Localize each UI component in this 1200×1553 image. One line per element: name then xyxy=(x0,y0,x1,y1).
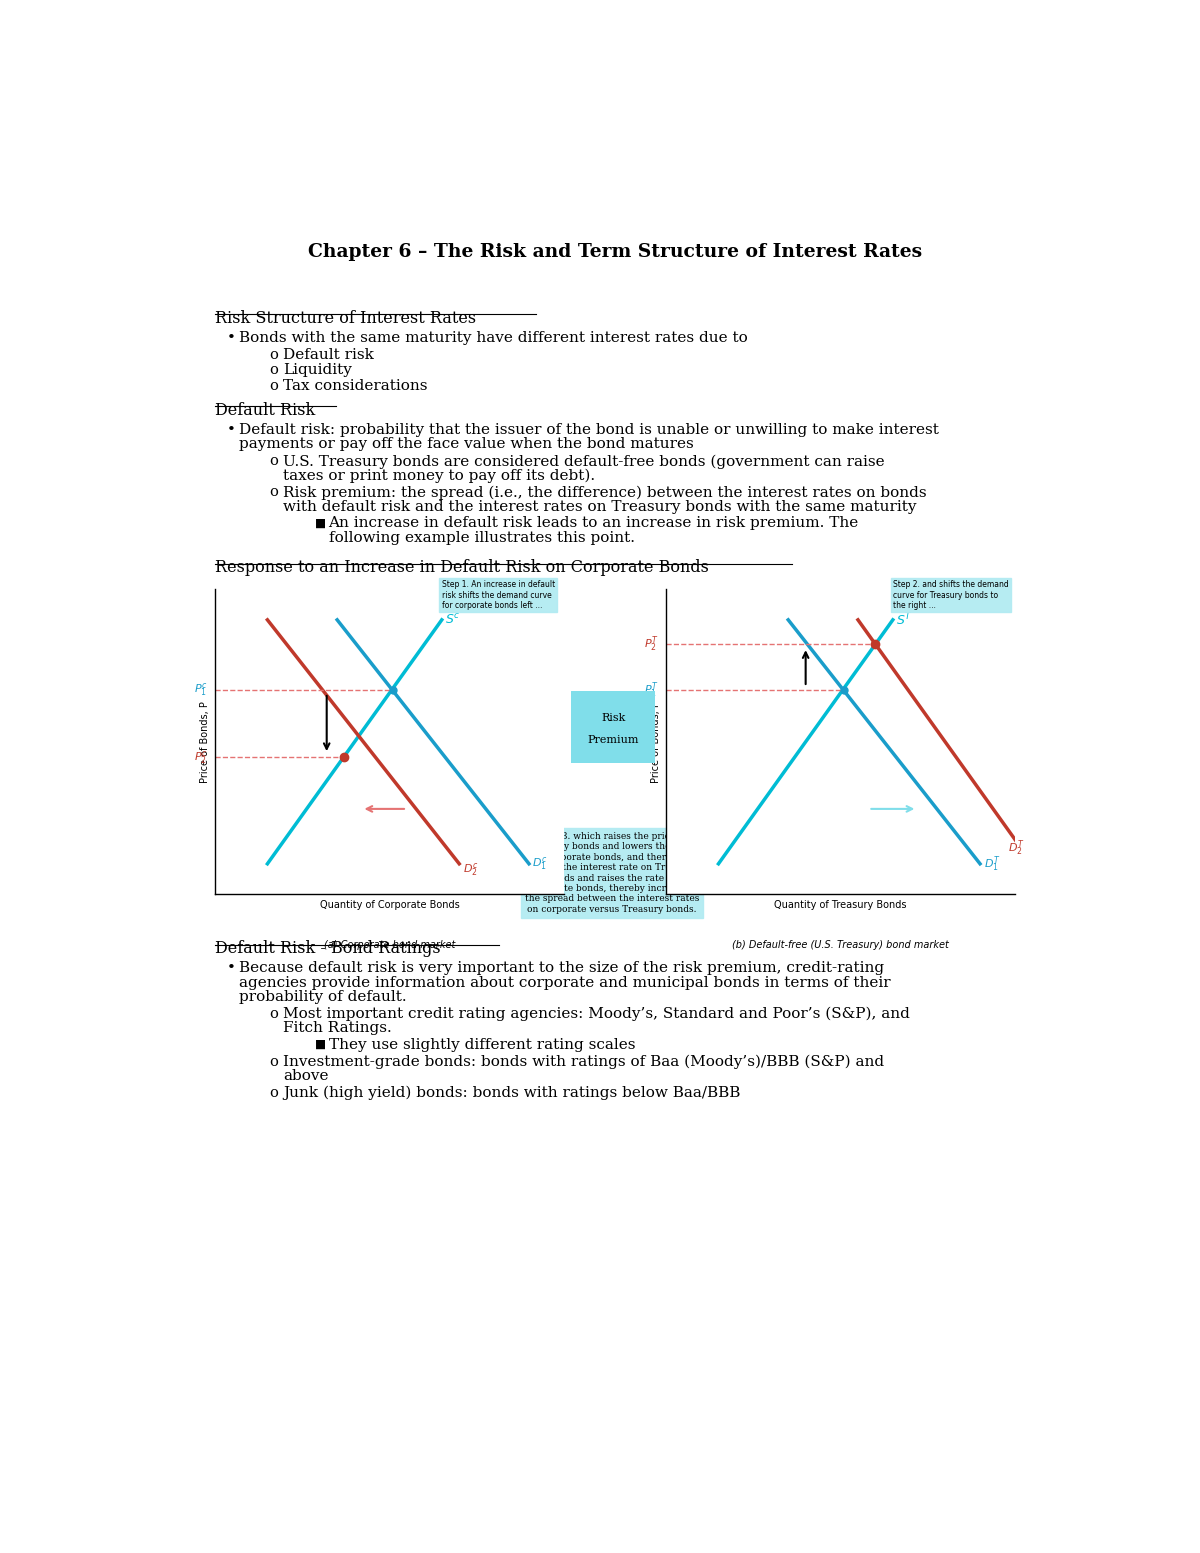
Text: Step 3. which raises the price of
Treasury bonds and lowers the price
of corpora: Step 3. which raises the price of Treasu… xyxy=(526,832,700,913)
Text: Response to an Increase in Default Risk on Corporate Bonds: Response to an Increase in Default Risk … xyxy=(215,559,709,576)
Text: o: o xyxy=(269,1006,278,1020)
Text: Default risk: Default risk xyxy=(283,348,374,362)
Text: Default Risk: Default Risk xyxy=(215,402,316,419)
Text: agencies provide information about corporate and municipal bonds in terms of the: agencies provide information about corpo… xyxy=(239,975,890,989)
Text: probability of default.: probability of default. xyxy=(239,989,407,1003)
Text: taxes or print money to pay off its debt).: taxes or print money to pay off its debt… xyxy=(283,469,595,483)
Text: U.S. Treasury bonds are considered default-free bonds (government can raise: U.S. Treasury bonds are considered defau… xyxy=(283,453,884,469)
Text: o: o xyxy=(269,1086,278,1100)
Text: o: o xyxy=(269,348,278,362)
Text: Liquidity: Liquidity xyxy=(283,363,352,377)
Text: •: • xyxy=(227,961,235,975)
Text: ■: ■ xyxy=(314,517,325,530)
Text: o: o xyxy=(269,379,278,393)
Text: •: • xyxy=(227,331,235,345)
Text: Chapter 6 – The Risk and Term Structure of Interest Rates: Chapter 6 – The Risk and Term Structure … xyxy=(308,242,922,261)
Text: o: o xyxy=(269,1054,278,1068)
Text: Fitch Ratings.: Fitch Ratings. xyxy=(283,1020,391,1034)
Text: above: above xyxy=(283,1068,329,1082)
Text: An increase in default risk leads to an increase in risk premium. The: An increase in default risk leads to an … xyxy=(329,517,859,531)
Text: following example illustrates this point.: following example illustrates this point… xyxy=(329,531,635,545)
Text: Risk premium: the spread (i.e., the difference) between the interest rates on bo: Risk premium: the spread (i.e., the diff… xyxy=(283,485,926,500)
Text: Most important credit rating agencies: Moody’s, Standard and Poor’s (S&P), and: Most important credit rating agencies: M… xyxy=(283,1006,910,1020)
Text: payments or pay off the face value when the bond matures: payments or pay off the face value when … xyxy=(239,438,694,452)
Text: o: o xyxy=(269,453,278,467)
Text: ■: ■ xyxy=(314,1037,325,1051)
Text: Default Risk - Bond Ratings: Default Risk - Bond Ratings xyxy=(215,940,440,957)
Text: Risk Structure of Interest Rates: Risk Structure of Interest Rates xyxy=(215,309,476,326)
Text: Because default risk is very important to the size of the risk premium, credit-r: Because default risk is very important t… xyxy=(239,961,884,975)
Text: o: o xyxy=(269,363,278,377)
Text: •: • xyxy=(227,422,235,436)
Text: o: o xyxy=(269,485,278,500)
Text: Tax considerations: Tax considerations xyxy=(283,379,427,393)
Text: Investment-grade bonds: bonds with ratings of Baa (Moody’s)/BBB (S&P) and: Investment-grade bonds: bonds with ratin… xyxy=(283,1054,884,1068)
Text: with default risk and the interest rates on Treasury bonds with the same maturit: with default risk and the interest rates… xyxy=(283,500,917,514)
Text: They use slightly different rating scales: They use slightly different rating scale… xyxy=(329,1037,635,1051)
Text: Default risk: probability that the issuer of the bond is unable or unwilling to : Default risk: probability that the issue… xyxy=(239,422,940,436)
Text: Bonds with the same maturity have different interest rates due to: Bonds with the same maturity have differ… xyxy=(239,331,748,345)
Text: Junk (high yield) bonds: bonds with ratings below Baa/BBB: Junk (high yield) bonds: bonds with rati… xyxy=(283,1086,740,1100)
